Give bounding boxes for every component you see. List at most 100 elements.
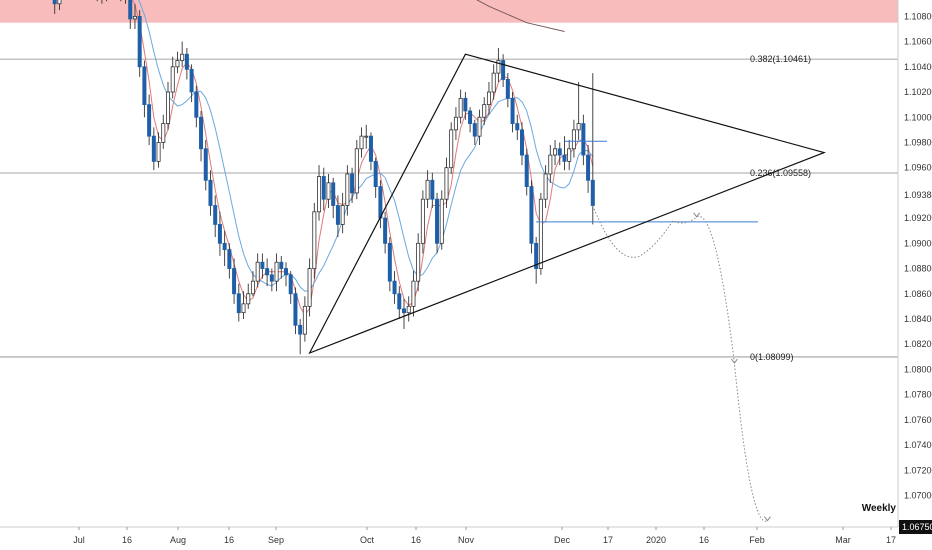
candle-body xyxy=(477,116,482,137)
current-price-badge-bg xyxy=(899,520,932,534)
x-tick-label: Jul xyxy=(73,535,85,545)
candle xyxy=(576,81,581,140)
candle-body xyxy=(52,0,57,5)
candle-body xyxy=(288,274,293,295)
candle-body xyxy=(491,72,496,93)
projection-path xyxy=(592,205,768,522)
candle-body xyxy=(227,249,232,269)
candle-body xyxy=(482,104,487,118)
candle-body xyxy=(387,242,392,282)
candle-body xyxy=(468,110,473,124)
candle-body xyxy=(538,198,543,269)
candle xyxy=(515,114,520,140)
y-tick-label: 1.08400 xyxy=(904,314,932,324)
candle xyxy=(260,253,265,279)
candle-body xyxy=(524,154,529,187)
candle-body xyxy=(368,135,373,162)
y-tick-label: 1.08200 xyxy=(904,339,932,349)
candle xyxy=(387,237,392,292)
y-tick-label: 1.10000 xyxy=(904,112,932,122)
candle-body xyxy=(571,129,576,150)
candle xyxy=(213,195,218,238)
candle xyxy=(232,258,237,304)
y-tick-label: 1.10800 xyxy=(904,11,932,21)
candle-body xyxy=(397,293,402,310)
candle-body xyxy=(359,135,364,150)
candle-body xyxy=(383,217,388,244)
fib-label-0: 0.382(1.10461) xyxy=(750,54,811,64)
y-tick-label: 1.09000 xyxy=(904,238,932,248)
x-tick-label: Mar xyxy=(835,535,851,545)
candle-body xyxy=(515,123,520,131)
candle xyxy=(184,47,189,80)
candle-body xyxy=(553,148,558,156)
candle-body xyxy=(151,135,156,162)
candle-body xyxy=(199,116,204,150)
candle xyxy=(307,258,312,317)
drawings-layer xyxy=(308,53,827,522)
fib-levels-layer: 0.382(1.10461) 0.236(1.09558) 0(1.08099) xyxy=(0,54,898,528)
x-tick-label: 16 xyxy=(224,535,234,545)
candle-body xyxy=(401,308,406,314)
candle xyxy=(189,64,194,103)
candle-body xyxy=(378,186,383,219)
candle xyxy=(486,81,491,115)
fib-label-1: 0.236(1.09558) xyxy=(750,168,811,178)
candle xyxy=(326,173,331,209)
candle xyxy=(279,255,284,279)
candle xyxy=(345,165,350,216)
candle xyxy=(246,283,251,309)
candle xyxy=(411,271,416,317)
candle-body xyxy=(137,15,142,68)
candle-body xyxy=(246,293,251,305)
candle xyxy=(274,253,279,292)
candle xyxy=(293,287,298,335)
candle xyxy=(151,127,156,171)
candle xyxy=(378,180,383,229)
candle-body xyxy=(510,97,515,124)
candle-body xyxy=(213,205,218,225)
candle-body xyxy=(128,0,133,20)
resistance-zone-layer xyxy=(0,0,898,23)
candle-body xyxy=(161,123,166,143)
candle xyxy=(453,107,458,140)
candle-body xyxy=(222,242,227,251)
current-price-badge: 1.06750 xyxy=(899,520,932,534)
x-tick-label: Sep xyxy=(268,535,284,545)
candle-body xyxy=(326,182,331,200)
candle xyxy=(265,258,270,287)
candle-body xyxy=(184,53,189,70)
candle xyxy=(302,296,307,342)
candle xyxy=(543,165,548,209)
candle-body xyxy=(505,79,510,99)
candle-body xyxy=(590,179,595,206)
candle xyxy=(57,0,62,11)
candle xyxy=(529,180,534,254)
candle-body xyxy=(265,268,270,276)
candle-body xyxy=(331,182,336,206)
candle-body xyxy=(335,205,340,225)
candle xyxy=(250,271,255,297)
y-tick-label: 1.08600 xyxy=(904,289,932,299)
y-tick-label: 1.10400 xyxy=(904,62,932,72)
candle-body xyxy=(430,179,435,200)
candle xyxy=(208,170,213,216)
current-price-badge-text: 1.06750 xyxy=(902,522,932,532)
y-tick-label: 1.07000 xyxy=(904,490,932,500)
candle xyxy=(156,132,161,168)
candle xyxy=(317,165,322,221)
candle xyxy=(335,195,340,238)
candle-body xyxy=(236,293,241,314)
projection-arrowhead-0 xyxy=(693,212,701,218)
candle xyxy=(241,291,246,319)
candle-body xyxy=(208,179,213,206)
candle xyxy=(406,296,411,322)
candle-body xyxy=(364,135,369,138)
candle-body xyxy=(373,160,378,187)
candle xyxy=(449,122,454,174)
candle-body xyxy=(232,268,237,295)
candle-body xyxy=(57,0,62,5)
candle-body xyxy=(543,173,548,200)
candle xyxy=(373,157,378,198)
